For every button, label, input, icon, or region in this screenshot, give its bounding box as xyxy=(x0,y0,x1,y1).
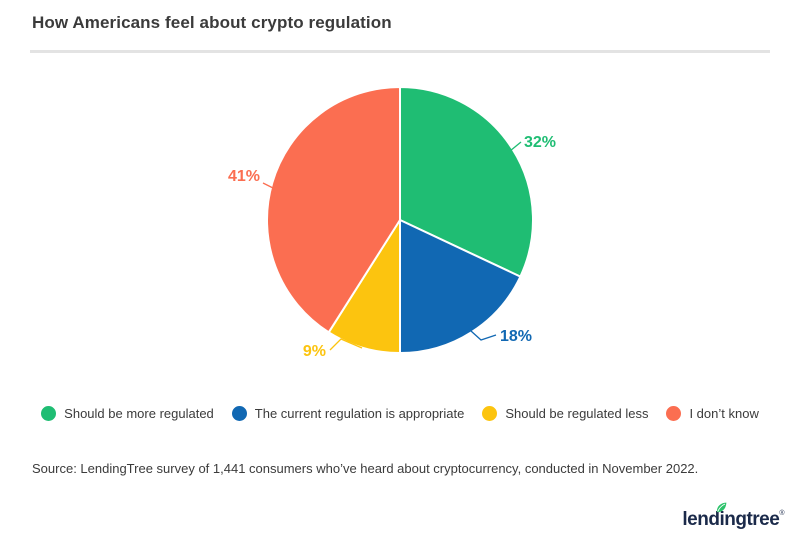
legend-label-2: Should be regulated less xyxy=(505,406,649,421)
legend-dot-0 xyxy=(41,406,57,421)
lendingtree-logo: lend ingtree® xyxy=(682,502,784,531)
legend-label-3: I don’t know xyxy=(689,406,759,421)
pie-label-0: 32% xyxy=(524,134,556,151)
logo-letter-i: i xyxy=(717,502,727,531)
legend-dot-3 xyxy=(666,406,682,421)
source-text: Source: LendingTree survey of 1,441 cons… xyxy=(32,461,699,476)
pie-label-leader-0 xyxy=(509,141,522,152)
legend-item-2: Should be regulated less xyxy=(482,406,648,421)
page-title: How Americans feel about crypto regulati… xyxy=(32,13,392,32)
logo-text-lend: lend xyxy=(682,509,720,530)
logo-registered-mark: ® xyxy=(779,510,784,517)
pie-label-2: 9% xyxy=(303,343,326,360)
pie-label-3: 41% xyxy=(228,168,260,185)
pie-label-leader-1 xyxy=(470,330,497,341)
pie-label-leader-2 xyxy=(329,338,363,351)
logo-text-ngtree: ngtree xyxy=(724,509,780,530)
legend-label-0: Should be more regulated xyxy=(64,406,214,421)
title-divider xyxy=(30,50,770,53)
legend-item-0: Should be more regulated xyxy=(41,406,214,421)
pie-label-1: 18% xyxy=(500,328,532,345)
pie-label-leader-3 xyxy=(262,182,276,190)
legend-item-1: The current regulation is appropriate xyxy=(231,406,465,421)
leaf-icon xyxy=(717,502,727,513)
legend-item-3: I don’t know xyxy=(666,406,759,421)
chart-legend: Should be more regulated The current regu… xyxy=(0,406,800,421)
legend-dot-1 xyxy=(231,406,247,421)
pie-slice-1 xyxy=(399,219,522,354)
pie-slice-3 xyxy=(266,86,401,334)
legend-dot-2 xyxy=(482,406,498,421)
legend-label-1: The current regulation is appropriate xyxy=(254,406,465,421)
